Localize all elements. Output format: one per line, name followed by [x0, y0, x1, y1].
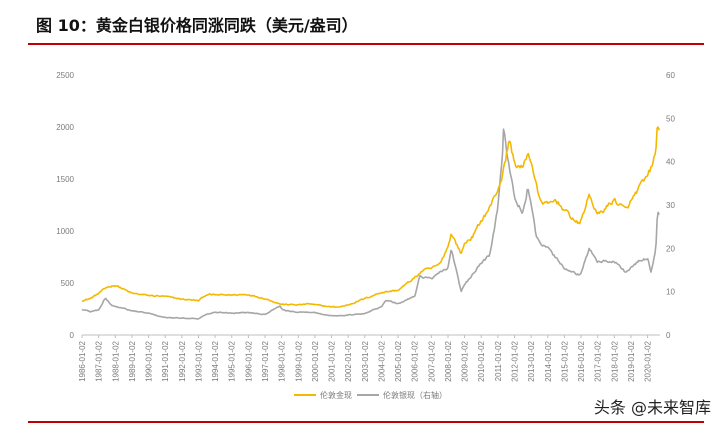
right-axis: 0 10 20 30 40 50 60 — [666, 71, 675, 340]
x-axis-tick-label: 1988-01-02 — [111, 340, 120, 381]
legend-label-silver: 伦敦银现（右轴） — [383, 390, 447, 400]
series-line-silver — [81, 128, 660, 320]
right-axis-tick-label: 50 — [666, 114, 675, 123]
x-axis-tick-label: 1993-01-02 — [194, 340, 203, 381]
x-axis-tick-label: 1989-01-02 — [128, 340, 137, 381]
x-axis: 1986-01-02 1987-01-02 1988-01-02 1989-01-02… — [78, 334, 660, 382]
x-axis-tick-label: 2010-01-02 — [477, 340, 486, 381]
watermark: 头条 @未来智库 — [593, 398, 711, 417]
x-axis-tick-label: 1995-01-02 — [228, 340, 237, 381]
x-axis-tick-label: 2003-01-02 — [361, 340, 370, 381]
x-axis-tick-label: 2012-01-02 — [511, 340, 520, 381]
series-layer — [81, 126, 660, 320]
x-axis-tick-label: 2000-01-02 — [311, 340, 320, 381]
x-axis-tick-label: 2007-01-02 — [427, 340, 436, 381]
left-axis: 0 500 1000 1500 2000 2500 — [56, 71, 74, 340]
x-axis-tick-label: 1990-01-02 — [145, 340, 154, 381]
title-rule — [28, 43, 704, 45]
figure-title: 图 10：黄金白银价格同涨同跌（美元/盎司） — [36, 16, 358, 35]
x-axis-tick-label: 2016-01-02 — [577, 340, 586, 381]
x-axis-tick-label: 1996-01-02 — [244, 340, 253, 381]
left-axis-tick-label: 0 — [70, 331, 75, 340]
x-axis-tick-label: 2013-01-02 — [527, 340, 536, 381]
x-axis-tick-label: 2017-01-02 — [594, 340, 603, 381]
x-axis-tick-label: 2006-01-02 — [411, 340, 420, 381]
x-axis-tick-label: 2014-01-02 — [544, 340, 553, 381]
series-line-gold — [82, 126, 660, 308]
x-axis-tick-label: 2001-01-02 — [328, 340, 337, 381]
right-axis-tick-label: 20 — [666, 244, 675, 253]
x-axis-tick-label: 2018-01-02 — [610, 340, 619, 381]
right-axis-tick-label: 30 — [666, 201, 675, 210]
x-axis-tick-label: 1994-01-02 — [211, 340, 220, 381]
right-axis-tick-label: 60 — [666, 71, 675, 80]
left-axis-tick-label: 2000 — [56, 123, 74, 132]
right-axis-tick-label: 10 — [666, 288, 675, 297]
right-axis-tick-label: 40 — [666, 158, 675, 167]
left-axis-tick-label: 2500 — [56, 71, 74, 80]
x-axis-tick-label: 2005-01-02 — [394, 340, 403, 381]
left-axis-tick-label: 1000 — [56, 227, 74, 236]
bottom-rule — [28, 421, 704, 423]
x-axis-tick-label: 1999-01-02 — [294, 340, 303, 381]
x-axis-tick-label: 2011-01-02 — [494, 340, 503, 381]
x-axis-tick-label: 1997-01-02 — [261, 340, 270, 381]
x-axis-tick-label: 1986-01-02 — [78, 340, 87, 381]
x-axis-tick-label: 1991-01-02 — [161, 340, 170, 381]
x-axis-tick-label: 2009-01-02 — [461, 340, 470, 381]
left-axis-tick-label: 500 — [61, 279, 75, 288]
right-axis-tick-label: 0 — [666, 331, 671, 340]
legend-label-gold: 伦敦金现 — [320, 390, 352, 400]
x-axis-tick-label: 2008-01-02 — [444, 340, 453, 381]
left-axis-tick-label: 1500 — [56, 175, 74, 184]
x-axis-tick-label: 2015-01-02 — [560, 340, 569, 381]
x-axis-tick-label: 1992-01-02 — [178, 340, 187, 381]
x-axis-tick-label: 2020-01-02 — [644, 340, 653, 381]
x-axis-tick-label: 2019-01-02 — [627, 340, 636, 381]
x-axis-tick-label: 1998-01-02 — [278, 340, 287, 381]
x-axis-tick-label: 1987-01-02 — [95, 340, 104, 381]
x-axis-tick-label: 2004-01-02 — [377, 340, 386, 381]
legend: 伦敦金现 伦敦银现（右轴） — [294, 390, 447, 400]
x-axis-tick-label: 2002-01-02 — [344, 340, 353, 381]
